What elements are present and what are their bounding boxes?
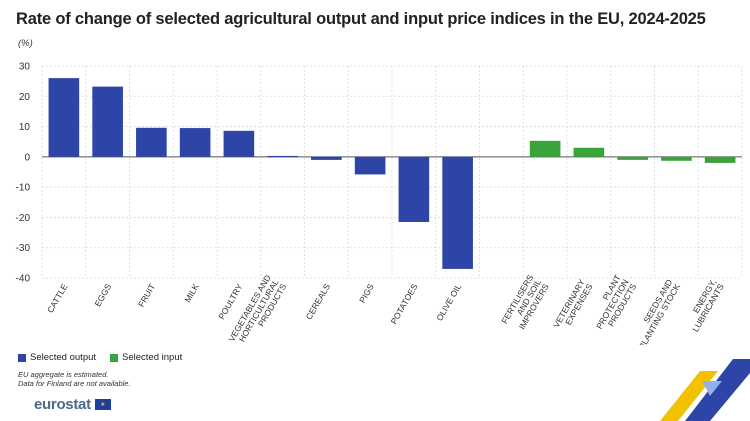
- x-tick-label: VETERINARYEXPENSES: [551, 277, 595, 334]
- legend-swatch-output: [18, 353, 26, 362]
- bar-input: [529, 140, 561, 157]
- y-tick-label: 20: [19, 92, 31, 103]
- logo-text: eurostat: [34, 396, 91, 413]
- x-tick-label: EGGS: [92, 282, 113, 309]
- legend: Selected output Selected input: [18, 352, 182, 363]
- bar-output: [311, 156, 342, 160]
- deco-blue-light: [702, 381, 722, 396]
- bar-output: [223, 130, 255, 157]
- bar-output: [136, 127, 167, 157]
- bar-chart: 30 20 10 0 -10 -20 -30 -40 CATTLE EGGS FRUIT MILK PO…: [16, 62, 743, 345]
- x-tick-label: MILK: [182, 282, 201, 304]
- deco-blue-stripe: [685, 359, 750, 421]
- bar-output: [267, 155, 298, 158]
- x-tick-label: OLIVE OIL: [434, 282, 463, 323]
- y-tick-label: 10: [19, 122, 31, 133]
- chart-title: Rate of change of selected agricultural …: [16, 10, 706, 28]
- y-unit-label: (%): [18, 38, 33, 49]
- legend-item-output: Selected output: [18, 352, 96, 363]
- x-tick-label: CATTLE: [45, 282, 70, 315]
- y-tick-label: -30: [16, 243, 31, 254]
- bar-output: [398, 156, 430, 222]
- bar-input: [661, 156, 692, 161]
- x-tick-label: FERTILISERSAND SOILIMPROVERS: [499, 273, 551, 335]
- legend-swatch-input: [110, 353, 119, 362]
- x-tick-label: PLANTPROTECTIONPRODUCTS: [586, 273, 638, 336]
- y-tick-label: -20: [16, 213, 31, 224]
- x-tick-label: PIGS: [357, 282, 376, 305]
- bar-input: [704, 156, 736, 163]
- footnotes: EU aggregate is estimated. Data for Finl…: [18, 370, 131, 388]
- footnote-1: EU aggregate is estimated.: [18, 370, 109, 379]
- x-tick-label: POTATOES: [389, 282, 420, 326]
- footnote-2: Data for Finland are not available.: [18, 379, 131, 388]
- legend-label-input: Selected input: [122, 352, 183, 363]
- bar-output: [354, 156, 386, 175]
- y-tick-label: 0: [24, 152, 30, 163]
- legend-label-output: Selected output: [30, 352, 97, 363]
- bar-input: [617, 156, 648, 160]
- y-tick-label: -10: [16, 183, 31, 194]
- legend-item-input: Selected input: [110, 352, 182, 363]
- x-tick-label: FRUIT: [136, 282, 157, 309]
- y-tick-label: -40: [16, 274, 31, 285]
- bar-output: [179, 128, 211, 157]
- eu-flag-icon: ★: [94, 399, 111, 410]
- y-tick-label: 30: [19, 62, 31, 73]
- bar-output: [442, 156, 473, 269]
- x-tick-label: CEREALS: [304, 282, 333, 322]
- corner-decoration: [660, 359, 750, 421]
- bar-input: [573, 147, 605, 157]
- bar-output: [92, 86, 123, 157]
- bar-output: [48, 78, 80, 157]
- x-tick-label: ENERGY,LUBRICANTS: [682, 277, 726, 333]
- eurostat-logo: eurostat ★: [34, 396, 111, 413]
